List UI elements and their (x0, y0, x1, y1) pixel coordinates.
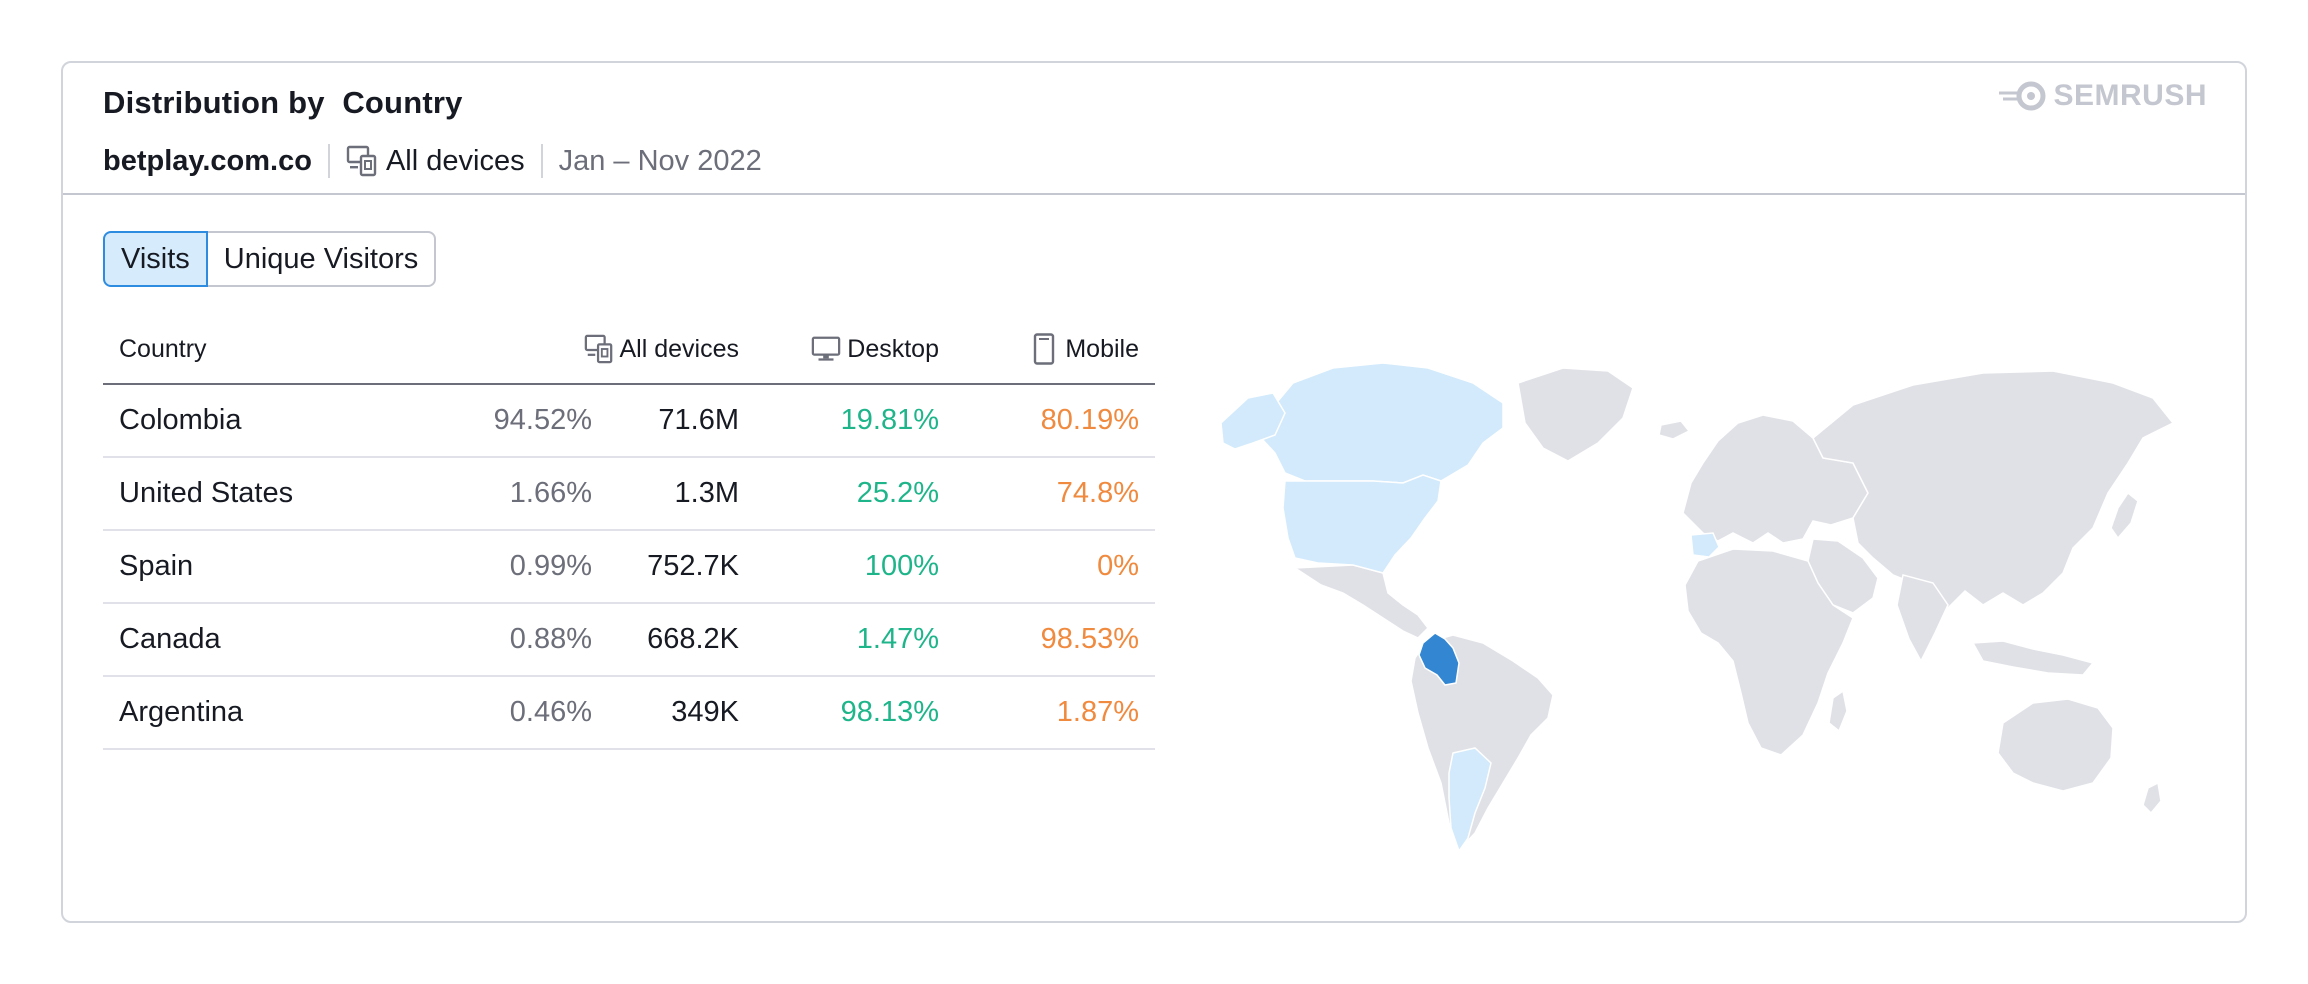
traffic-share: 94.52% (493, 404, 592, 436)
traffic-share: 0.88% (509, 623, 592, 655)
devices-icon (346, 145, 377, 177)
brand-logo: SEMRUSH (1997, 79, 2207, 113)
map-south-america (1410, 634, 1554, 850)
country-name: Colombia (119, 404, 242, 436)
map-argentina (1448, 747, 1492, 853)
map-india (1896, 574, 1949, 663)
visits-value: 1.3M (674, 477, 739, 509)
domain-label: betplay.com.co (103, 144, 312, 177)
desktop-share: 98.13% (840, 696, 939, 728)
desktop-share: 100% (864, 550, 939, 582)
map-africa (1684, 548, 1854, 756)
column-header-all-devices: All devices (584, 315, 740, 383)
map-spain (1690, 532, 1720, 558)
desktop-share: 1.47% (856, 623, 939, 655)
distribution-card: Distribution by Country betplay.com.co A… (61, 61, 2247, 923)
map-colombia (1418, 632, 1460, 686)
world-map (1220, 362, 2175, 853)
map-new-zealand (2142, 781, 2162, 815)
metric-tabs: Visits Unique Visitors (103, 231, 437, 287)
tab-unique-visitors[interactable]: Unique Visitors (207, 231, 437, 287)
divider (327, 144, 330, 178)
map-greenland (1517, 367, 1634, 462)
mobile-icon (1034, 333, 1055, 365)
semrush-logo-icon (1999, 81, 2046, 111)
map-alaska (1220, 392, 1286, 450)
tab-visits[interactable]: Visits (103, 231, 208, 287)
table-row: Argentina 0.46% 349K 98.13% 1.87% (103, 677, 1155, 750)
visits-value: 752.7K (647, 550, 739, 582)
map-japan (2110, 491, 2139, 540)
column-label: Desktop (847, 334, 939, 363)
table-row: Spain 0.99% 752.7K 100% 0% (103, 531, 1155, 604)
map-land (1292, 367, 2175, 850)
date-range: Jan – Nov 2022 (558, 144, 762, 177)
map-australia (1997, 698, 2114, 792)
traffic-share: 0.46% (509, 696, 592, 728)
map-indonesia (1971, 640, 2095, 676)
divider (540, 144, 543, 178)
country-name: Argentina (119, 696, 244, 728)
column-header-mobile: Mobile (1029, 315, 1139, 383)
card-subtitle: betplay.com.co All devices Jan – Nov 202… (103, 141, 762, 181)
map-highlight-low (1220, 362, 1720, 853)
table-row: Canada 0.88% 668.2K 1.47% 98.53% (103, 604, 1155, 677)
desktop-share: 19.81% (840, 404, 939, 436)
visits-value: 71.6M (658, 404, 739, 436)
column-label: All devices (619, 334, 740, 363)
map-asia (1812, 370, 2175, 609)
column-header-country: Country (119, 334, 207, 363)
mobile-share: 74.8% (1056, 477, 1139, 509)
country-table: Country All devices Desktop (103, 315, 1155, 750)
brand-name: SEMRUSH (2053, 79, 2207, 112)
table-row: United States 1.66% 1.3M 25.2% 74.8% (103, 458, 1155, 531)
map-madagascar (1828, 689, 1848, 733)
traffic-share: 0.99% (509, 550, 592, 582)
map-usa (1282, 474, 1442, 574)
column-label: Mobile (1065, 334, 1139, 363)
mobile-share: 1.87% (1056, 696, 1139, 728)
table-header: Country All devices Desktop (103, 315, 1155, 385)
mobile-share: 0% (1097, 550, 1139, 582)
traffic-share: 1.66% (509, 477, 592, 509)
map-mexico (1292, 564, 1429, 639)
device-filter: All devices (346, 145, 525, 178)
mobile-share: 98.53% (1040, 623, 1139, 655)
devices-icon (584, 334, 612, 364)
visits-value: 668.2K (647, 623, 739, 655)
map-iceland (1658, 420, 1691, 440)
country-name: Canada (119, 623, 221, 655)
card-title: Distribution by Country (103, 85, 463, 120)
mobile-share: 80.19% (1040, 404, 1139, 436)
visits-value: 349K (671, 696, 739, 728)
card-header: Distribution by Country betplay.com.co A… (63, 63, 2245, 195)
country-name: United States (119, 477, 294, 509)
column-header-desktop: Desktop (811, 315, 939, 383)
desktop-share: 25.2% (856, 477, 939, 509)
devices-label: All devices (385, 144, 525, 177)
desktop-icon (812, 336, 841, 361)
table-row: Colombia 94.52% 71.6M 19.81% 80.19% (103, 385, 1155, 458)
map-canada (1260, 362, 1504, 484)
country-name: Spain (119, 550, 194, 582)
